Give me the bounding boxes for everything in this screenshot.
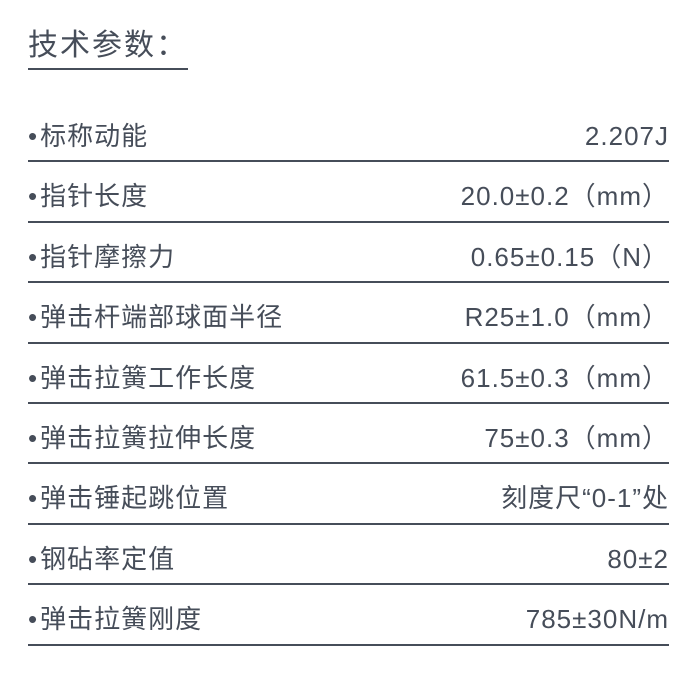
spec-list: •标称动能 2.207J •指针长度 20.0±0.2（mm） •指针摩擦力 0… (28, 102, 669, 646)
spec-label: •指针摩擦力 (28, 239, 175, 275)
spec-value: 75±0.3（mm） (484, 420, 669, 456)
spec-label: •弹击杆端部球面半径 (28, 299, 283, 335)
spec-row: •弹击拉簧刚度 785±30N/m (28, 585, 669, 645)
spec-value: 785±30N/m (526, 601, 669, 637)
spec-label: •弹击拉簧工作长度 (28, 360, 256, 396)
spec-value: 61.5±0.3（mm） (461, 360, 669, 396)
spec-row: •指针摩擦力 0.65±0.15（N） (28, 223, 669, 283)
spec-label: •指针长度 (28, 178, 148, 214)
spec-row: •指针长度 20.0±0.2（mm） (28, 162, 669, 222)
spec-label: •钢砧率定值 (28, 541, 175, 577)
spec-value: R25±1.0（mm） (465, 299, 669, 335)
section-title: 技术参数： (28, 20, 188, 70)
spec-value: 80±2 (607, 541, 669, 577)
spec-row: •弹击拉簧拉伸长度 75±0.3（mm） (28, 404, 669, 464)
spec-label: •弹击拉簧刚度 (28, 601, 202, 637)
spec-label: •弹击锤起跳位置 (28, 480, 229, 516)
spec-row: •弹击拉簧工作长度 61.5±0.3（mm） (28, 344, 669, 404)
spec-row: •弹击锤起跳位置 刻度尺“0-1”处 (28, 464, 669, 524)
spec-label: •标称动能 (28, 118, 148, 154)
spec-row: •钢砧率定值 80±2 (28, 525, 669, 585)
spec-value: 20.0±0.2（mm） (461, 178, 669, 214)
spec-value: 刻度尺“0-1”处 (501, 480, 669, 516)
spec-value: 0.65±0.15（N） (471, 239, 669, 275)
spec-value: 2.207J (585, 118, 669, 154)
spec-row: •弹击杆端部球面半径 R25±1.0（mm） (28, 283, 669, 343)
spec-label: •弹击拉簧拉伸长度 (28, 420, 256, 456)
spec-row: •标称动能 2.207J (28, 102, 669, 162)
